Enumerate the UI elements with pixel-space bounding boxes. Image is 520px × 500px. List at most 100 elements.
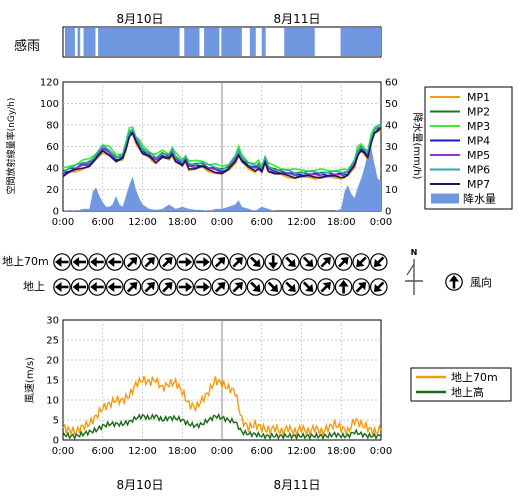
wind-arrow-ground bbox=[158, 278, 177, 296]
wind-arrow-ground bbox=[334, 278, 353, 296]
x-tick-label: 0:00 bbox=[52, 217, 74, 228]
y-tick-label: 40 bbox=[46, 164, 59, 175]
legend-label-mp1: MP1 bbox=[467, 91, 490, 104]
y-tick-label: 120 bbox=[40, 78, 59, 89]
x-tick-label: 18:00 bbox=[168, 217, 197, 228]
dose-y-axis-label: 空間放射線量率(nGy/h) bbox=[5, 98, 17, 195]
wind-arrow-ground bbox=[88, 278, 106, 296]
compass-diagonal-line bbox=[406, 263, 415, 276]
wind-arrow-70m bbox=[229, 253, 247, 271]
rain-sense-interval bbox=[221, 28, 242, 56]
wind-arrow-70m bbox=[317, 253, 335, 271]
wind-arrow-ground bbox=[141, 278, 159, 296]
y2-tick-label: 0 bbox=[385, 207, 391, 218]
rain-sense-label: 感雨 bbox=[14, 38, 40, 54]
wind-arrow-70m bbox=[194, 253, 212, 271]
wind-row-label-ground: 地上 bbox=[23, 280, 45, 293]
rain-sense-interval bbox=[184, 28, 200, 56]
y-tick-label: 80 bbox=[46, 121, 59, 132]
rain-sense-interval bbox=[64, 28, 75, 56]
wind-dir-legend-icon bbox=[445, 273, 463, 291]
dose-series-mp7 bbox=[62, 127, 382, 179]
wind-arrow-70m bbox=[246, 253, 265, 271]
y-tick-label: 10 bbox=[46, 396, 59, 407]
dose-chart: 0 20 40 60 80 100 120 0 10 20 30 40 50 60 0:00 6:00 12… bbox=[5, 78, 424, 229]
rain-sense-interval bbox=[204, 28, 220, 56]
wind-arrow-ground bbox=[317, 278, 335, 296]
y2-tick-label: 30 bbox=[385, 142, 398, 153]
rain-sense-interval bbox=[77, 28, 81, 56]
rain-sense-interval bbox=[261, 28, 266, 56]
wind-arrow-70m bbox=[141, 253, 159, 271]
wind-arrow-ground bbox=[246, 278, 265, 296]
wind-series-70m bbox=[62, 375, 382, 438]
wind-arrow-ground bbox=[194, 278, 212, 296]
x-tick-label: 18:00 bbox=[327, 217, 356, 228]
y2-tick-label: 40 bbox=[385, 121, 398, 132]
y-tick-label: 20 bbox=[46, 185, 59, 196]
wind-direction-panel: 地上70m 地上 bbox=[2, 253, 388, 296]
y2-tick-label: 10 bbox=[385, 185, 398, 196]
wind-arrow-70m bbox=[281, 253, 300, 271]
y-tick-label: 5 bbox=[53, 416, 59, 427]
dose-series-mp6 bbox=[62, 123, 382, 175]
legend-label-mp4: MP4 bbox=[467, 135, 490, 148]
y2-tick-label: 20 bbox=[385, 164, 398, 175]
compass-north-label: N bbox=[411, 248, 418, 257]
y-tick-label: 25 bbox=[46, 336, 59, 347]
wind-arrow-70m bbox=[211, 253, 230, 271]
wind-arrow-70m bbox=[176, 253, 194, 271]
x-tick-label: 6:00 bbox=[92, 217, 114, 228]
wind-arrow-ground bbox=[211, 278, 230, 296]
date-label-day1-top: 8月10日 bbox=[117, 12, 164, 26]
wind-dir-legend: 風向 bbox=[445, 273, 492, 291]
wind-arrow-ground bbox=[123, 278, 142, 296]
wind-legend-label: 地上70m bbox=[451, 371, 498, 384]
legend-swatch-precip bbox=[431, 193, 459, 204]
dose-y2-axis-label: 降水量(mm/h) bbox=[411, 113, 424, 180]
wind-arrow-70m bbox=[123, 253, 142, 271]
y2-tick-label: 50 bbox=[385, 99, 398, 110]
wind-arrow-70m bbox=[352, 253, 371, 271]
legend-label-mp3: MP3 bbox=[467, 120, 490, 133]
rain-sense-strip bbox=[62, 26, 382, 58]
legend-label-mp5: MP5 bbox=[467, 149, 490, 162]
y-tick-label: 0 bbox=[53, 436, 59, 447]
wind-arrow-70m bbox=[264, 253, 283, 271]
wind-y-axis-label: 風速(m/s) bbox=[24, 357, 36, 403]
x-tick-label: 18:00 bbox=[168, 446, 197, 457]
wind-speed-legend-frame bbox=[410, 367, 512, 402]
precip-area bbox=[63, 146, 381, 211]
wind-arrow-70m bbox=[88, 253, 106, 271]
rain-sense-interval bbox=[83, 28, 96, 56]
x-tick-label: 12:00 bbox=[128, 217, 157, 228]
y-tick-label: 15 bbox=[46, 376, 59, 387]
wind-arrow-70m bbox=[334, 253, 353, 271]
legend-label-precip: 降水量 bbox=[463, 192, 496, 206]
x-tick-label: 0:00 bbox=[370, 217, 392, 228]
y2-tick-label: 60 bbox=[385, 78, 398, 89]
wind-row-label-70m: 地上70m bbox=[2, 255, 49, 268]
wind-arrow-ground bbox=[70, 278, 89, 296]
x-tick-label: 0:00 bbox=[52, 446, 74, 457]
x-tick-label: 6:00 bbox=[251, 446, 273, 457]
wind-arrow-ground bbox=[352, 278, 371, 296]
x-tick-label: 12:00 bbox=[287, 446, 316, 457]
x-tick-label: 12:00 bbox=[128, 446, 157, 457]
dose-legend-frame bbox=[424, 86, 513, 210]
rain-sense-interval bbox=[340, 28, 381, 56]
x-tick-label: 6:00 bbox=[92, 446, 114, 457]
y-tick-label: 0 bbox=[53, 207, 59, 218]
wind-series-ground bbox=[62, 412, 382, 441]
x-tick-label: 18:00 bbox=[327, 446, 356, 457]
wind-arrow-70m bbox=[299, 253, 318, 271]
date-label-day2-bottom: 8月11日 bbox=[274, 478, 321, 492]
wind-speed-chart: 0 5 10 15 20 25 30 0:00 6:00 12:00 18:00 0:00 6:00 1… bbox=[24, 316, 392, 458]
wind-arrow-70m bbox=[369, 253, 388, 271]
x-tick-label: 0:00 bbox=[370, 446, 392, 457]
wind-arrow-70m bbox=[158, 253, 177, 271]
wind-arrow-ground bbox=[299, 278, 318, 296]
x-tick-label: 6:00 bbox=[251, 217, 273, 228]
